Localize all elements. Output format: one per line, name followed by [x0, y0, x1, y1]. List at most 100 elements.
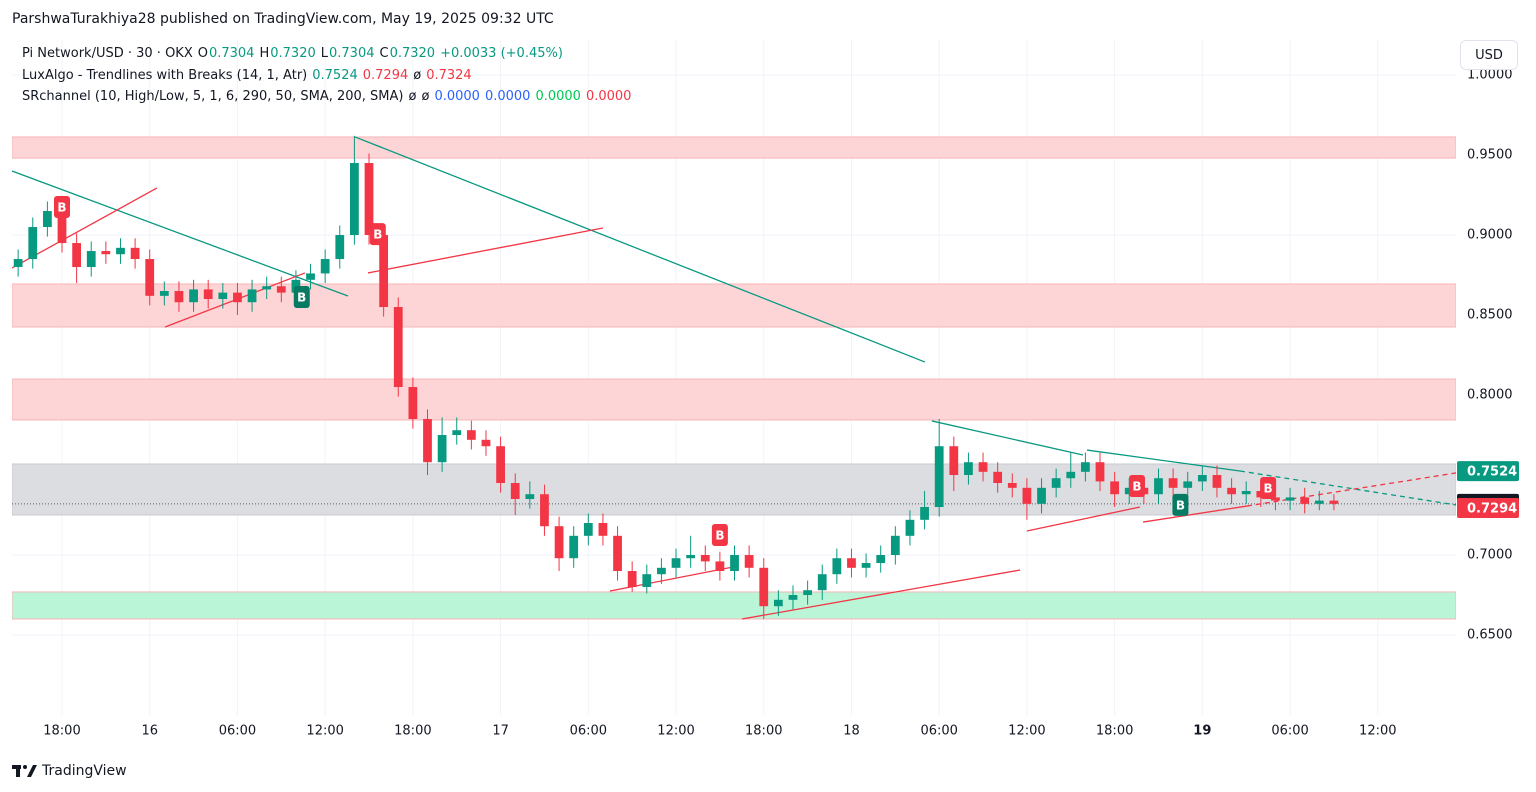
candle-body — [569, 535, 579, 559]
x-tick-label: 18 — [843, 724, 860, 739]
trendline — [354, 136, 926, 363]
candle-body — [1037, 487, 1046, 504]
candle-body — [116, 247, 125, 255]
brand-logo — [12, 765, 37, 777]
candle-body — [306, 273, 315, 280]
candle-body — [832, 558, 842, 575]
candle-body — [525, 494, 535, 500]
candle-body — [203, 289, 213, 300]
trendline — [931, 420, 1084, 456]
break-signal-label: B — [57, 201, 66, 215]
legend-text: LuxAlgo - Trendlines with Breaks (14, 1,… — [22, 67, 308, 83]
candle-body — [496, 446, 505, 484]
candle-body — [350, 163, 359, 236]
y-tick-label: 0.9500 — [1467, 148, 1513, 163]
candle-body — [847, 558, 856, 568]
candle-body — [57, 211, 67, 244]
legend-line: LuxAlgo - Trendlines with Breaks (14, 1,… — [22, 65, 636, 87]
candle-body — [145, 259, 155, 296]
legend-line: Pi Network/USD · 30 · OKX O0.7304 H0.7320 L… — [22, 43, 636, 65]
sr-zone — [12, 378, 1456, 421]
candle-body — [42, 211, 52, 228]
break-signal — [293, 285, 310, 308]
candle-body — [642, 574, 652, 588]
candle-body — [934, 446, 944, 508]
x-tick-label: 18:00 — [394, 724, 431, 739]
candle-body — [890, 535, 900, 556]
legend-text: L — [320, 46, 328, 61]
currency-button[interactable]: USD — [1460, 40, 1518, 70]
trendline — [741, 569, 1021, 620]
candle-body — [86, 251, 96, 268]
candle-body — [189, 289, 198, 303]
candle-body — [583, 523, 593, 536]
candle-body — [861, 563, 871, 568]
break-signal-label: B — [297, 290, 306, 304]
break-signal-label: B — [1132, 480, 1141, 494]
legend-text: 0.7304 — [208, 46, 255, 61]
x-tick-label: 12:00 — [1008, 724, 1045, 739]
candle-body — [1007, 483, 1017, 488]
legend-text: 0.7304 — [329, 46, 375, 61]
candle-body — [320, 259, 330, 274]
candle-body — [627, 571, 637, 588]
candle-body — [1081, 462, 1090, 472]
legend-text: 0.0000 — [585, 89, 632, 104]
y-tick-label: 0.8000 — [1467, 388, 1513, 403]
candle-body — [130, 247, 140, 260]
candle-body — [1271, 497, 1280, 501]
candle-body — [920, 507, 929, 520]
candle-body — [1095, 462, 1105, 482]
x-tick-label: 06:00 — [920, 724, 957, 739]
candle-body — [993, 471, 1003, 484]
legend-text: SRchannel (10, High/Low, 5, 1, 6, 290, 5… — [22, 89, 404, 104]
candle-body — [1168, 478, 1178, 488]
break-signal — [1172, 493, 1189, 516]
candle-body — [1329, 500, 1339, 504]
candle-body — [1022, 487, 1032, 504]
legend-text: O — [197, 46, 208, 61]
candle-body — [598, 523, 608, 536]
candle-body — [1066, 471, 1076, 479]
y-tick-label: 0.9000 — [1467, 228, 1513, 243]
candle-body — [159, 291, 169, 296]
x-tick-label: 17 — [492, 724, 509, 739]
legend-text: ø — [408, 89, 417, 104]
candle-body — [1051, 478, 1061, 488]
legend-text: 0.7320 — [389, 46, 436, 61]
legend-text: +0.0033 (+0.45%) — [440, 46, 563, 61]
price-label: 0.7294 — [1467, 501, 1517, 516]
x-tick-label: 06:00 — [219, 724, 256, 739]
break-signal — [369, 223, 386, 246]
trendline — [1142, 505, 1248, 523]
candle-body — [379, 235, 389, 308]
sr-zone — [12, 591, 1456, 620]
candle-body — [949, 446, 959, 476]
price-label: 0.7524 — [1467, 465, 1517, 480]
candle-body — [262, 286, 272, 290]
trendline — [12, 170, 349, 297]
legend-text: ø — [421, 89, 430, 104]
legend-text: 0.7294 — [362, 67, 409, 83]
candle-body — [13, 259, 23, 268]
x-tick-label: 18:00 — [43, 724, 80, 739]
candle-body — [364, 163, 374, 236]
break-signal-label: B — [1176, 498, 1185, 512]
candle-body — [773, 599, 783, 607]
legend-text: 0.7324 — [426, 67, 472, 83]
y-tick-label: 0.8500 — [1467, 308, 1513, 323]
candle-body — [964, 462, 973, 476]
legend-text: 0.7524 — [312, 67, 358, 83]
legend-text: 0.0000 — [484, 89, 531, 104]
candle-body — [1183, 481, 1193, 488]
candle-body — [1241, 491, 1251, 495]
candle-body — [1227, 487, 1236, 495]
legend-text: C — [379, 46, 389, 61]
x-tick-label: 06:00 — [1271, 724, 1308, 739]
candle-body — [715, 561, 725, 572]
candle-body — [803, 590, 812, 596]
candle-body — [510, 483, 520, 500]
x-tick-label: 12:00 — [306, 724, 343, 739]
x-tick-label: 19 — [1193, 724, 1211, 739]
